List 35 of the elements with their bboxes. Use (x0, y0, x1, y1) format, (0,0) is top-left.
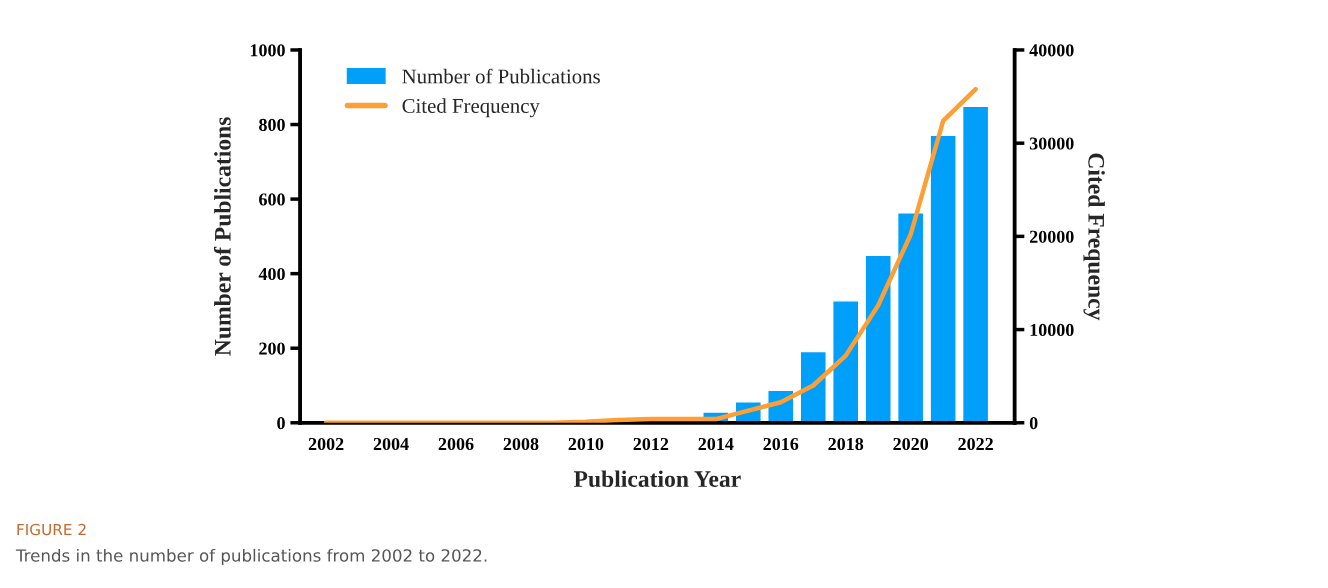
y2-axis-title: Cited Frequency (1083, 153, 1105, 321)
bar (961, 105, 990, 423)
y-tick-label: 400 (258, 267, 285, 281)
x-tick-label: 2004 (373, 437, 409, 451)
y2-tick-label: 10000 (1030, 323, 1074, 337)
x-tick-label: 2006 (438, 437, 474, 451)
y2-tick-label: 0 (1029, 417, 1038, 430)
y-tick-label: 200 (259, 342, 285, 355)
bar (832, 300, 860, 423)
x-tick-label: 2008 (503, 437, 539, 451)
legend-label: Number of Publications (402, 68, 600, 84)
x-tick-label: 2002 (308, 437, 344, 451)
x-tick-label: 2020 (893, 437, 929, 451)
x-tick-label: 2016 (763, 437, 799, 451)
bar (929, 134, 957, 423)
y-tick-label: 800 (259, 118, 285, 131)
bar (896, 212, 925, 423)
x-tick-label: 2014 (698, 437, 734, 451)
x-tick-label: 2010 (568, 437, 604, 451)
y2-tick-label: 40000 (1029, 44, 1074, 57)
text: Trends in the number of publications from 2002 to 2022. (15, 548, 487, 566)
y2-tick-label: 30000 (1029, 137, 1074, 150)
legend-label: Cited Frequency (402, 98, 540, 118)
y2-tick-label: 20000 (1029, 230, 1074, 243)
x-tick-label: 2012 (633, 437, 669, 451)
y-tick-label: 0 (277, 417, 285, 430)
bar (864, 254, 892, 423)
line-series (323, 86, 978, 423)
x-axis-title: Publication Year (573, 470, 741, 488)
y-axis-title: Number of Publications (213, 117, 231, 356)
x-tick-label: 2022 (958, 437, 993, 451)
y-tick-label: 600 (259, 193, 285, 206)
y-tick-label: 1000 (250, 44, 285, 57)
x-tick-label: 2018 (828, 437, 864, 451)
caption: FIGURE 2 (17, 523, 86, 536)
